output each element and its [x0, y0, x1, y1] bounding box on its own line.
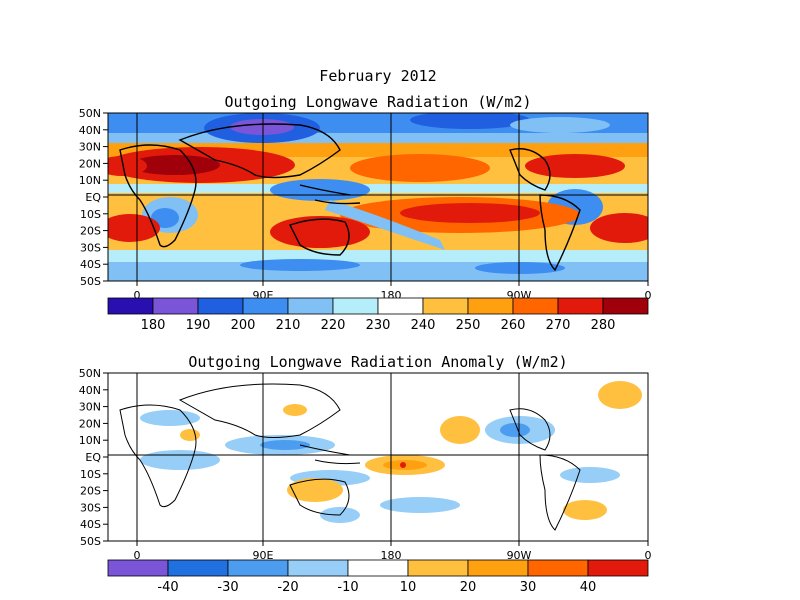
colorbar-label: 280	[591, 318, 616, 333]
olr-map	[108, 113, 648, 281]
colorbar-swatch	[152, 297, 199, 315]
colorbar-label: 210	[276, 318, 301, 333]
lat-label: 40S	[80, 258, 101, 271]
colorbar-swatch	[332, 297, 379, 315]
colorbar-label: 250	[456, 318, 481, 333]
colorbar-swatch	[107, 559, 169, 577]
colorbar-swatch	[602, 297, 649, 315]
colorbar-label: -20	[277, 580, 298, 595]
colorbar-swatch	[107, 297, 154, 315]
anomaly-lat-axis: 50N 40N 30N 20N 10N EQ 10S 20S 30S 40S 50S	[79, 367, 108, 548]
colorbar-label: 270	[546, 318, 571, 333]
anomaly-panel-title: Outgoing Longwave Radiation Anomaly (W/m…	[188, 353, 567, 371]
colorbar-label: 240	[411, 318, 436, 333]
lat-label: 20N	[79, 157, 101, 170]
colorbar-label: -40	[157, 580, 178, 595]
lat-label: 10N	[79, 434, 101, 447]
anomaly-colorbar: -40 -30 -20 -10 10 20 30 40	[107, 559, 649, 595]
lat-label: 30S	[80, 241, 101, 254]
lon-label: 0	[645, 549, 652, 562]
colorbar-label: 40	[580, 580, 597, 595]
colorbar-swatch	[242, 297, 289, 315]
lat-label: 30N	[79, 401, 101, 414]
colorbar-label: 20	[460, 580, 477, 595]
figure-title: February 2012	[319, 67, 436, 85]
colorbar-swatch	[287, 559, 349, 577]
lat-label: 40S	[80, 518, 101, 531]
colorbar-swatch	[167, 559, 229, 577]
lat-label: 30N	[79, 141, 101, 154]
colorbar-label: 30	[520, 580, 537, 595]
colorbar-swatch	[422, 297, 469, 315]
lat-label: 20N	[79, 417, 101, 430]
lat-label: 20S	[80, 485, 101, 498]
lat-label: 10N	[79, 174, 101, 187]
anomaly-map	[108, 373, 648, 541]
lon-label: 90E	[253, 549, 274, 562]
lat-label: 50N	[79, 367, 101, 380]
colorbar-label: 180	[141, 318, 166, 333]
lat-label: 10S	[80, 468, 101, 481]
colorbar-label: -30	[217, 580, 238, 595]
colorbar-label: 260	[501, 318, 526, 333]
colorbar-swatch	[467, 559, 529, 577]
lat-label: 30S	[80, 501, 101, 514]
colorbar-label: 220	[321, 318, 346, 333]
lon-label: 0	[645, 289, 652, 302]
lat-label: 50S	[80, 535, 101, 548]
anomaly-lon-axis: 0 90E 180 90W 0	[134, 541, 652, 562]
lat-label: 40N	[79, 384, 101, 397]
anomaly-coastlines	[119, 383, 581, 531]
lat-label: EQ	[85, 451, 101, 464]
colorbar-swatch	[527, 559, 589, 577]
lat-label: 40N	[79, 124, 101, 137]
lat-label: EQ	[85, 191, 101, 204]
colorbar-swatch	[227, 559, 289, 577]
colorbar-label: -10	[337, 580, 358, 595]
colorbar-swatch	[407, 559, 469, 577]
lat-label: 10S	[80, 208, 101, 221]
lat-label: 20S	[80, 225, 101, 238]
colorbar-label: 10	[400, 580, 417, 595]
olr-coastlines	[119, 123, 581, 272]
lon-label: 180	[381, 549, 402, 562]
olr-panel-title: Outgoing Longwave Radiation (W/m2)	[224, 93, 531, 111]
lon-label: 0	[134, 549, 141, 562]
colorbar-label: 200	[231, 318, 256, 333]
lon-label: 90W	[507, 549, 532, 562]
colorbar-swatch	[377, 297, 424, 315]
colorbar-swatch	[512, 297, 559, 315]
colorbar-swatch	[197, 297, 244, 315]
colorbar-swatch	[347, 559, 409, 577]
lat-label: 50N	[79, 107, 101, 120]
colorbar-label: 230	[366, 318, 391, 333]
colorbar-swatch	[557, 297, 604, 315]
lon-label: 0	[134, 289, 141, 302]
lat-label: 50S	[80, 275, 101, 288]
colorbar-swatch	[587, 559, 649, 577]
colorbar-swatch	[287, 297, 334, 315]
colorbar-swatch	[467, 297, 514, 315]
olr-colorbar: 180 190 200 210 220 230 240 250 260 270 280	[107, 297, 649, 333]
colorbar-label: 190	[186, 318, 211, 333]
olr-lat-axis: 50N 40N 30N 20N 10N EQ 10S 20S 30S 40S 50S	[79, 107, 108, 288]
